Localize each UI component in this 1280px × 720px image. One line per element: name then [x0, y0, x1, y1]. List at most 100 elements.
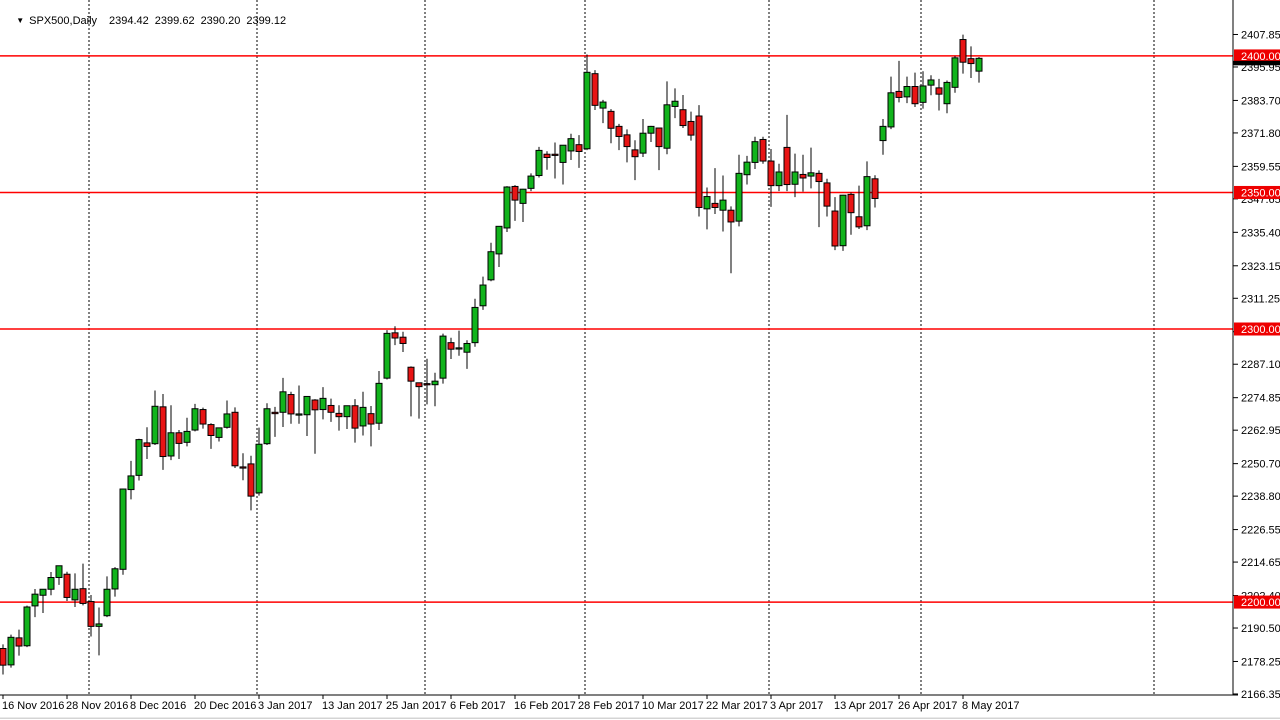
candle-body — [327, 404, 335, 413]
candle-body — [287, 394, 295, 415]
price-tick-label: 2383.70 — [1241, 95, 1280, 107]
candle-body — [943, 81, 951, 105]
candle-body — [447, 342, 455, 350]
candle-body — [751, 141, 759, 163]
price-level-badge-label: 2300.00 — [1241, 324, 1280, 336]
price-tick-label: 2238.80 — [1241, 491, 1280, 503]
price-tick-label: 2226.55 — [1241, 525, 1280, 537]
candle-body — [927, 79, 935, 86]
candle-body — [191, 408, 199, 431]
candle-body — [975, 57, 983, 72]
candle-body — [639, 132, 647, 154]
candle-body — [959, 39, 967, 63]
candle-body — [511, 185, 519, 201]
price-tick-label: 2178.25 — [1241, 656, 1280, 668]
candle-body — [71, 588, 79, 601]
candle-body — [807, 172, 815, 177]
ohlc-close: 2399.12 — [246, 15, 287, 27]
candle-body — [127, 475, 135, 491]
candle-body — [439, 335, 447, 379]
candle-body — [759, 138, 767, 162]
candle-body — [167, 432, 175, 457]
candle-body — [119, 488, 127, 570]
candle-body — [7, 636, 15, 666]
candle-body — [87, 601, 95, 627]
candle-body — [23, 606, 31, 647]
candle-body — [967, 58, 975, 65]
price-level-badge — [1234, 595, 1280, 609]
date-tick-label: 6 Feb 2017 — [450, 700, 506, 712]
candle-body — [311, 399, 319, 411]
candle-body — [295, 413, 303, 416]
candle-body — [631, 149, 639, 158]
candle-body — [671, 100, 679, 107]
candle-body — [159, 406, 167, 458]
candle-body — [231, 411, 239, 467]
candle-body — [399, 336, 407, 344]
price-tick-label: 2166.35 — [1241, 689, 1280, 701]
candle-body — [895, 90, 903, 98]
price-level-badge-label: 2350.00 — [1241, 187, 1280, 199]
candle-body — [375, 382, 383, 424]
candle-body — [735, 172, 743, 222]
current-price-marker — [1233, 60, 1280, 66]
candle-body — [335, 412, 343, 418]
ohlc-open: 2394.42 — [109, 15, 149, 27]
candle-body — [207, 424, 215, 437]
date-tick-label: 25 Jan 2017 — [386, 700, 447, 712]
candle-body — [495, 225, 503, 255]
candle-body — [47, 577, 55, 590]
candle-body — [143, 442, 151, 447]
candle-body — [903, 86, 911, 98]
candle-body — [623, 134, 631, 148]
candle-body — [711, 202, 719, 208]
symbol-dropdown-icon[interactable]: ▼ — [16, 16, 25, 25]
price-tick-label: 2190.50 — [1241, 623, 1280, 635]
candle-body — [551, 153, 559, 156]
date-tick-label: 28 Feb 2017 — [578, 700, 640, 712]
candle-body — [303, 395, 311, 416]
candle-body — [615, 125, 623, 137]
candle-body — [199, 409, 207, 425]
date-tick-label: 13 Apr 2017 — [834, 700, 893, 712]
symbol-period-label: SPX500,Daily — [29, 15, 98, 27]
candle-body — [919, 85, 927, 103]
price-tick-label: 2287.10 — [1241, 359, 1280, 371]
candle-body — [455, 347, 463, 350]
candle-body — [591, 73, 599, 106]
candle-body — [767, 160, 775, 187]
candle-body — [215, 427, 223, 438]
candle-body — [583, 71, 591, 150]
candle-body — [39, 588, 47, 596]
candle-body — [607, 110, 615, 129]
candle-body — [239, 466, 247, 469]
candle-body — [95, 623, 103, 627]
price-tick-label: 2274.85 — [1241, 393, 1280, 405]
candle-body — [543, 153, 551, 159]
candle-body — [647, 125, 655, 134]
date-tick-label: 8 Dec 2016 — [130, 700, 186, 712]
price-tick-label: 2214.65 — [1241, 557, 1280, 569]
candle-body — [663, 104, 671, 149]
candle-body — [727, 209, 735, 223]
candle-body — [719, 199, 727, 211]
candle-body — [359, 406, 367, 427]
candle-body — [343, 405, 351, 418]
candle-body — [423, 383, 431, 386]
candle-body — [703, 196, 711, 210]
candle-body — [951, 57, 959, 88]
date-tick-label: 3 Jan 2017 — [258, 700, 312, 712]
candle-body — [799, 173, 807, 179]
price-tick-label: 2407.85 — [1241, 29, 1280, 41]
ohlc-high: 2399.62 — [154, 15, 195, 27]
candle-body — [871, 178, 879, 199]
candle-body — [599, 101, 607, 109]
date-tick-label: 16 Nov 2016 — [2, 700, 64, 712]
candle-body — [271, 411, 279, 415]
candle-body — [103, 588, 111, 617]
candle-body — [839, 194, 847, 247]
candle-body — [263, 408, 271, 445]
